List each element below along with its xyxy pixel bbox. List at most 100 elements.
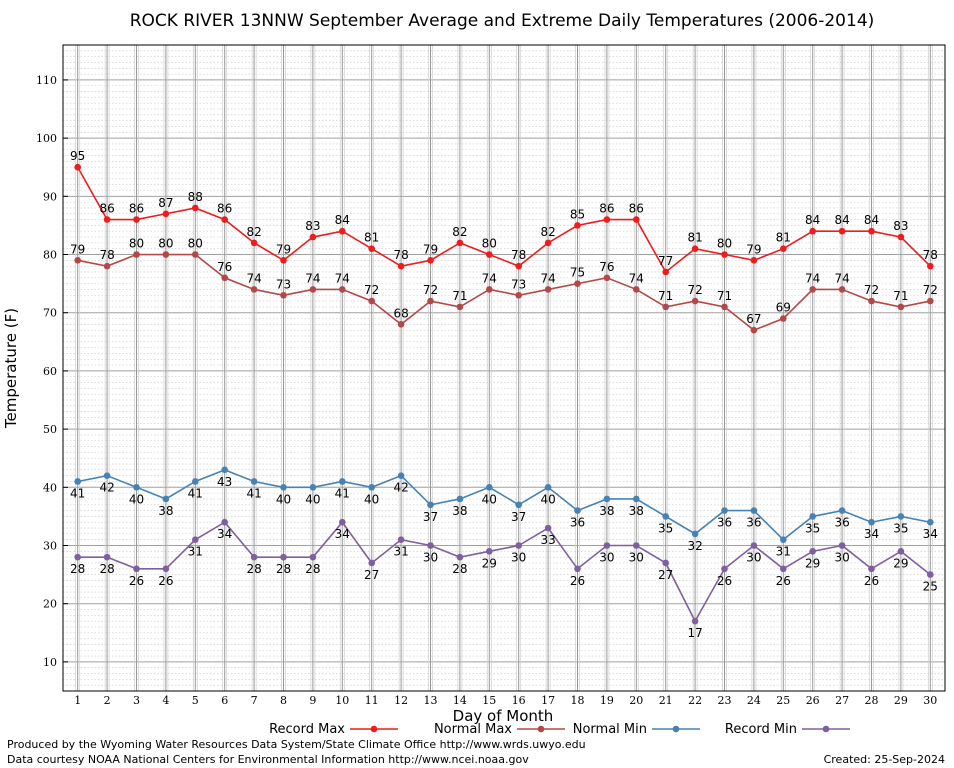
x-tick-label: 18 (571, 694, 585, 707)
data-label: 85 (570, 207, 585, 221)
data-point (192, 251, 199, 258)
legend-swatch-marker (537, 725, 545, 733)
data-point (456, 495, 464, 503)
data-label: 82 (452, 225, 467, 239)
data-point (133, 216, 140, 223)
data-label: 26 (776, 574, 791, 588)
data-label: 26 (717, 574, 732, 588)
data-label: 84 (834, 213, 849, 227)
data-point (486, 484, 493, 491)
data-point (368, 559, 376, 567)
data-point (544, 524, 552, 532)
data-label: 75 (570, 266, 585, 280)
x-tick-label: 25 (776, 694, 790, 707)
data-point (250, 239, 258, 247)
x-axis-label: Day of Month (453, 707, 554, 725)
data-label: 74 (834, 271, 849, 285)
plot-frame (62, 44, 946, 692)
x-tick-label: 10 (335, 694, 349, 707)
legend: Record Max Normal Max Normal Min Record Min (269, 722, 850, 737)
x-tick-label: 9 (309, 694, 316, 707)
data-label: 34 (335, 527, 350, 541)
data-label: 74 (335, 271, 350, 285)
data-label: 29 (805, 556, 820, 570)
data-label: 68 (393, 306, 408, 320)
y-axis-label: Temperature (F) (2, 308, 20, 429)
data-point (103, 216, 111, 223)
data-point (280, 484, 287, 491)
series-line (77, 468, 931, 541)
data-label: 28 (305, 562, 320, 576)
data-point (221, 274, 228, 282)
data-point (74, 257, 81, 264)
x-tick-label: 27 (835, 694, 849, 707)
x-tick-label: 7 (251, 694, 258, 707)
data-point (780, 245, 787, 252)
data-label: 86 (599, 202, 614, 216)
data-point (515, 542, 522, 549)
data-label: 30 (746, 551, 761, 565)
data-label: 80 (717, 237, 732, 251)
x-tick-label: 30 (923, 694, 937, 707)
data-label: 81 (687, 231, 702, 245)
data-label: 95 (70, 149, 85, 163)
data-point (544, 286, 552, 293)
data-label: 71 (893, 289, 908, 303)
data-point (103, 553, 111, 561)
legend-swatch-marker (370, 725, 378, 733)
data-label: 76 (217, 260, 232, 274)
data-point (603, 542, 611, 549)
data-point (397, 536, 405, 543)
data-label: 79 (423, 242, 438, 256)
data-point (339, 227, 346, 235)
data-point (691, 297, 699, 305)
data-label: 78 (393, 248, 408, 262)
data-label: 28 (246, 562, 261, 576)
x-tick-label: 13 (424, 694, 438, 707)
data-label: 81 (364, 231, 379, 245)
data-label: 71 (452, 289, 467, 303)
data-label: 72 (364, 283, 379, 297)
y-tick-label: 40 (43, 481, 57, 494)
data-point (838, 227, 846, 235)
x-tick-label: 5 (192, 694, 199, 707)
legend-swatch-marker (672, 725, 680, 733)
data-point (486, 251, 493, 258)
data-point (897, 303, 905, 311)
data-point (74, 163, 81, 171)
data-label: 27 (364, 568, 379, 582)
x-tick-label: 26 (806, 694, 820, 707)
data-label: 28 (99, 562, 114, 576)
data-point (897, 233, 905, 241)
y-tick-label: 80 (43, 249, 57, 262)
data-point (838, 286, 846, 293)
data-label: 34 (217, 527, 232, 541)
data-point (838, 542, 846, 549)
credit-line-1: Produced by the Wyoming Water Resources … (7, 738, 586, 751)
data-label: 72 (423, 283, 438, 297)
data-label: 38 (599, 504, 614, 518)
data-label: 30 (834, 551, 849, 565)
data-point (192, 478, 199, 485)
data-point (515, 262, 522, 270)
data-label: 31 (776, 545, 791, 559)
data-label: 88 (188, 190, 203, 204)
data-point (838, 507, 846, 514)
legend-label: Normal Min (573, 722, 647, 737)
data-label: 41 (188, 486, 203, 500)
data-point (427, 501, 434, 509)
data-label: 40 (482, 492, 497, 506)
chart-grid (63, 44, 945, 692)
data-point (750, 326, 758, 334)
data-point (133, 484, 140, 491)
data-label: 30 (599, 551, 614, 565)
legend-item: Record Max (269, 722, 398, 737)
data-point (427, 297, 434, 305)
y-tick-label: 60 (43, 365, 57, 378)
series-line (77, 166, 931, 274)
data-label: 80 (482, 237, 497, 251)
data-point (868, 297, 875, 305)
data-label: 74 (246, 271, 261, 285)
data-point (927, 518, 934, 526)
